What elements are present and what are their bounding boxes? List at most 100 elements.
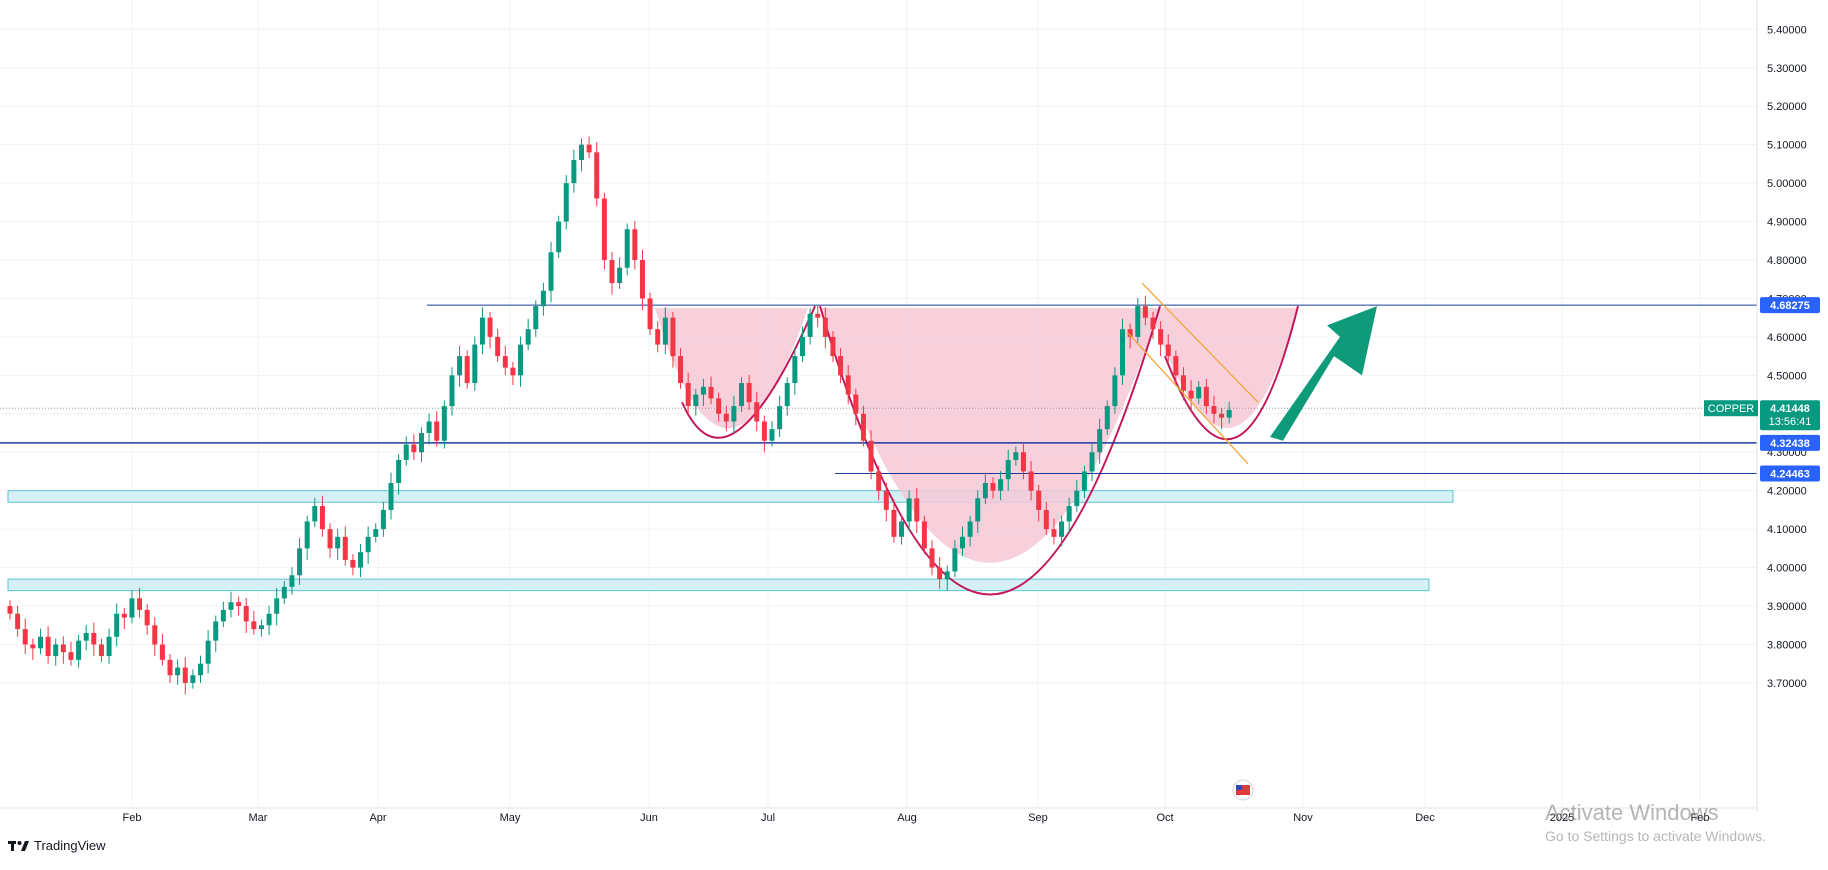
price-tick-label: 4.90000 xyxy=(1767,217,1807,229)
candle-body xyxy=(205,640,211,664)
candle-body xyxy=(434,421,440,441)
candle-body xyxy=(716,398,722,414)
candle-body xyxy=(571,160,577,184)
candle-body xyxy=(1112,375,1118,407)
candle-body xyxy=(860,413,866,441)
price-tick-label: 4.80000 xyxy=(1767,255,1807,267)
candle-body xyxy=(609,259,615,284)
candle-body xyxy=(441,406,447,441)
price-axis: 5.40000 5.30000 5.20000 5.10000 5.00000 4.900… xyxy=(1704,0,1820,812)
price-tick-label: 3.70000 xyxy=(1767,678,1807,690)
candle-body xyxy=(30,644,36,649)
time-tick-label: Aug xyxy=(897,812,917,824)
candle-body xyxy=(396,459,402,483)
candle-body xyxy=(1089,452,1095,472)
candle-body xyxy=(632,229,638,260)
candle-body xyxy=(510,367,516,376)
candle-body xyxy=(746,383,752,403)
candle-body xyxy=(769,429,775,441)
candle-body xyxy=(495,336,501,357)
time-tick-label: Sep xyxy=(1028,812,1048,824)
time-tick-label: Mar xyxy=(249,812,268,824)
candle-body xyxy=(967,521,973,537)
candle-body xyxy=(7,606,13,614)
candle-body xyxy=(754,402,760,422)
candle-body xyxy=(982,482,988,499)
candle-body xyxy=(380,509,386,530)
candle-body xyxy=(1196,386,1202,399)
candle-body xyxy=(1211,406,1217,414)
pattern-curve xyxy=(681,305,816,439)
price-tick-label: 5.10000 xyxy=(1767,140,1807,152)
candle-body xyxy=(266,613,272,626)
activation-watermark: Activate Windows Go to Settings to activ… xyxy=(1545,800,1766,844)
time-tick-label: 2025 xyxy=(1550,812,1574,824)
candle-body xyxy=(426,421,432,434)
candle-body xyxy=(685,383,691,407)
candle-body xyxy=(365,536,371,553)
price-tick-label: 4.10000 xyxy=(1767,524,1807,536)
candle-body xyxy=(1036,490,1042,510)
price-level-label: 4.68275 xyxy=(1770,300,1810,312)
candle-body xyxy=(182,667,188,683)
candle-body xyxy=(121,613,127,618)
candle-body xyxy=(76,640,82,660)
candle-body xyxy=(914,498,920,522)
candle-body xyxy=(45,636,51,657)
candle-body xyxy=(906,498,912,522)
candle-body xyxy=(1097,429,1103,453)
candle-body xyxy=(525,329,531,345)
candle-body xyxy=(388,482,394,510)
candle-body xyxy=(899,521,905,537)
last-price-badge xyxy=(1760,400,1820,431)
candle-body xyxy=(297,548,303,576)
candle-body xyxy=(251,621,257,630)
candle-body xyxy=(845,375,851,395)
candle-body xyxy=(60,644,66,653)
support-zone xyxy=(7,578,1430,592)
candle-body xyxy=(708,386,714,399)
candle-body xyxy=(1005,459,1011,480)
candle-body xyxy=(960,536,965,549)
branding[interactable]: TradingView xyxy=(8,838,106,853)
candle-body xyxy=(807,313,813,337)
candle-body xyxy=(1074,490,1080,507)
candle-body xyxy=(335,536,341,549)
candle-body xyxy=(327,529,333,549)
candle-body xyxy=(929,548,935,568)
candle-body xyxy=(137,598,143,610)
candle-body xyxy=(114,613,120,637)
price-tick-label: 4.20000 xyxy=(1767,486,1807,498)
price-tick-label: 5.40000 xyxy=(1767,24,1807,36)
candle-body xyxy=(358,552,364,568)
candle-body xyxy=(129,598,135,618)
candle-body xyxy=(1028,471,1034,491)
time-tick-label: Jul xyxy=(761,812,775,824)
price-level-badge xyxy=(1760,465,1820,482)
candle-body xyxy=(228,602,234,610)
price-tick-label: 3.80000 xyxy=(1767,639,1807,651)
candle-body xyxy=(457,356,463,376)
candle-body xyxy=(952,548,958,572)
candle-body xyxy=(472,344,478,384)
candle-body xyxy=(190,675,196,683)
candle-body xyxy=(1104,406,1110,430)
candle-body xyxy=(777,406,783,430)
candle-body xyxy=(944,571,950,580)
time-tick-label: Nov xyxy=(1293,812,1313,824)
price-level-label: 4.32438 xyxy=(1770,438,1810,450)
candle-body xyxy=(662,317,668,345)
time-axis: Feb Mar Apr May Jun Jul Aug Sep Oct Nov Dec 2025 Feb xyxy=(0,807,1757,824)
price-tick-label: 4.60000 xyxy=(1767,332,1807,344)
candle-body xyxy=(921,521,927,549)
candle-body xyxy=(159,644,165,660)
candle-body xyxy=(1020,452,1026,472)
candle-body xyxy=(274,598,280,614)
candle-body xyxy=(449,375,455,407)
support-zone xyxy=(7,490,1454,503)
candle-body xyxy=(830,336,836,357)
event-flag-stripes xyxy=(1236,785,1250,795)
candle-body xyxy=(579,144,584,161)
